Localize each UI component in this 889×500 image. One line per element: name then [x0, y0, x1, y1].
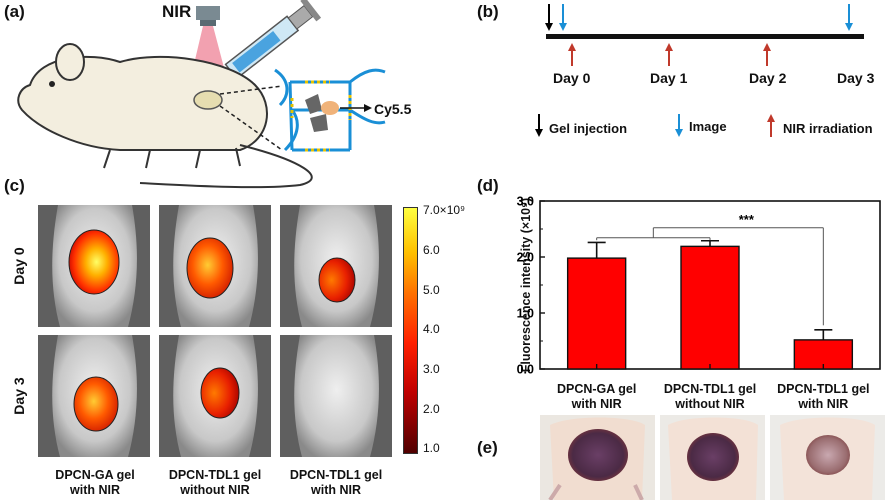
panel-d-label: (d) [477, 176, 499, 195]
x-tick-label: DPCN-GA gel with NIR [556, 382, 637, 411]
colorbar-tick: 3.0 [423, 362, 440, 376]
nir-arrow-icon [763, 43, 771, 51]
image-day3-group3 [280, 335, 392, 457]
photo-group1 [540, 415, 655, 500]
tumor [193, 90, 223, 110]
colorbar-tick: 4.0 [423, 322, 440, 336]
photo-group3 [770, 415, 885, 500]
cy55-label: Cy5.5 [374, 101, 412, 117]
legend-image: Image [689, 119, 727, 134]
mouse-body [17, 55, 268, 151]
nir-label: NIR [162, 2, 192, 21]
mouse-eye [49, 81, 55, 87]
image-day0-group3 [280, 205, 392, 327]
photo-group2 [660, 415, 765, 500]
panel-a-label: (a) [4, 2, 25, 21]
tumor-signal [318, 257, 356, 303]
panel-c-label: (c) [4, 176, 25, 195]
excised-tumor-photos [540, 415, 885, 500]
colorbar-tick: 2.0 [423, 402, 440, 416]
colorbar-tick: 5.0 [423, 283, 440, 297]
mouse-schematic [17, 0, 386, 189]
nir-legend-icon [767, 114, 775, 122]
legend-nir-irradiation: NIR irradiation [783, 121, 873, 136]
bar [680, 245, 740, 370]
panel-e-label: (e) [477, 438, 498, 457]
x-tick-label: DPCN-TDL1 gel with NIR [777, 382, 870, 411]
nanoparticle-icon [305, 94, 322, 114]
colorbar-tick: 1.0 [423, 441, 440, 455]
gel-injection-arrow-icon [545, 23, 553, 31]
group-caption-1: DPCN-GA gel with NIR [55, 468, 135, 497]
syringe-icon [211, 0, 322, 88]
bar [566, 257, 627, 370]
image-day3-group1 [38, 335, 150, 457]
x-tick-label: DPCN-TDL1 gel without NIR [663, 382, 757, 411]
dye-icon [321, 101, 339, 115]
image-arrow-icon [845, 23, 853, 31]
timeline [545, 4, 864, 66]
timeline-legend-icons [535, 114, 775, 137]
timeline-bar [546, 34, 864, 39]
tumor-signal [68, 229, 120, 295]
plot-frame [539, 200, 881, 370]
significance-label: *** [739, 212, 755, 227]
gel-injection-legend-icon [535, 129, 543, 137]
fluorescence-image-grid [38, 205, 392, 457]
image-legend-icon [675, 129, 683, 137]
day-1-label: Day 1 [650, 70, 688, 86]
legend-gel-injection: Gel injection [549, 121, 628, 136]
day-2-label: Day 2 [749, 70, 787, 86]
day-3-label: Day 3 [837, 70, 875, 86]
colorbar-tick: 7.0×10⁹ [423, 203, 466, 217]
bar [793, 339, 854, 370]
tumor-signal [73, 376, 119, 432]
nir-arrow-icon [568, 43, 576, 51]
tumor-signal [200, 367, 240, 419]
colorbar-tick: 6.0 [423, 243, 440, 257]
nir-arrow-icon [665, 43, 673, 51]
mouse-ear [55, 43, 85, 81]
image-day0-group1 [38, 205, 150, 327]
group-caption-2: DPCN-TDL1 gel without NIR [168, 468, 262, 497]
image-day3-group2 [159, 335, 271, 457]
panel-b-label: (b) [477, 2, 499, 21]
day-0-label: Day 0 [553, 70, 591, 86]
tumor-signal [186, 237, 234, 299]
image-arrow-icon [559, 23, 567, 31]
image-day0-group2 [159, 205, 271, 327]
y-axis-label: Fluorescence intensity (×10⁹) [519, 197, 533, 373]
group-caption-3: DPCN-TDL1 gel with NIR [289, 468, 383, 497]
colorbar [403, 207, 418, 454]
nir-device-icon [196, 6, 220, 20]
